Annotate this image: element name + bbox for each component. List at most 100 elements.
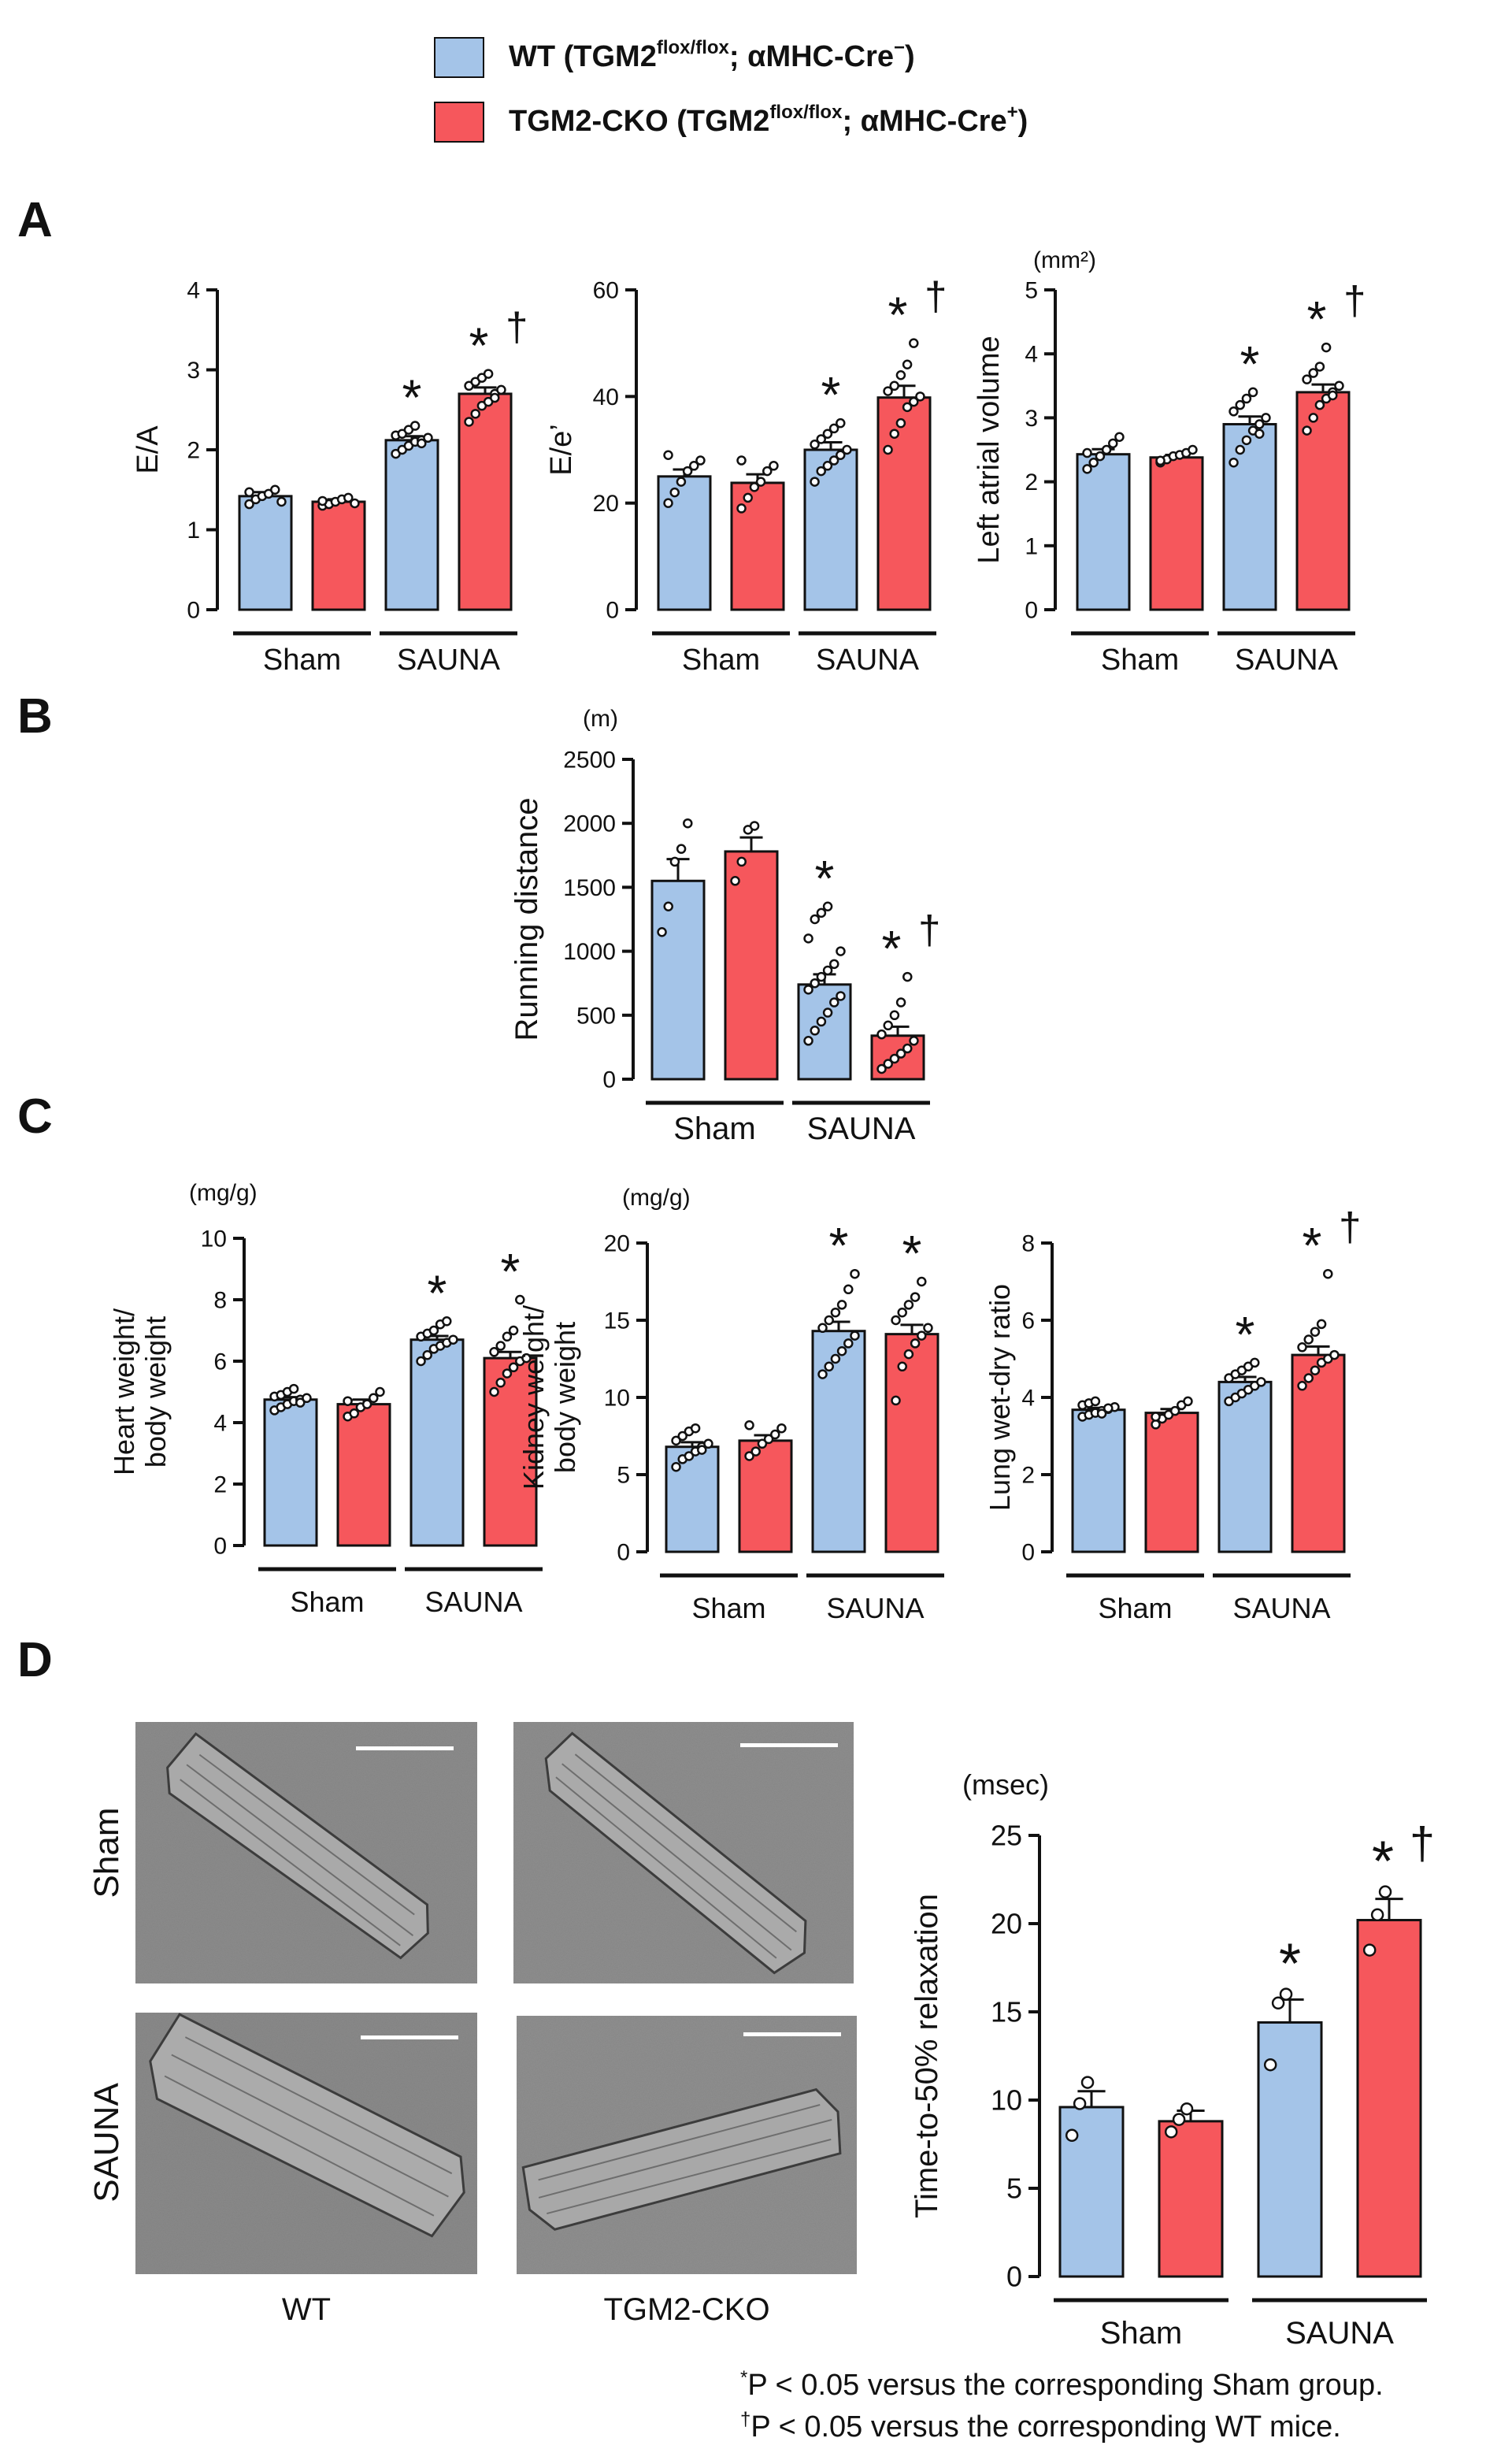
y-axis-label: body weight xyxy=(139,1316,172,1468)
y-axis-label: body weight xyxy=(549,1322,581,1473)
data-point xyxy=(276,496,287,507)
data-point xyxy=(903,1349,914,1360)
data-point xyxy=(910,1338,921,1349)
y-tick-label: 5 xyxy=(617,1463,630,1489)
data-point xyxy=(743,492,753,503)
data-point xyxy=(889,380,899,391)
cardiomyocyte-image xyxy=(166,1732,429,1960)
data-point xyxy=(891,1395,901,1406)
data-point xyxy=(843,1284,854,1295)
y-tick-label: 0 xyxy=(1021,1540,1035,1566)
y-tick-label: 60 xyxy=(593,278,619,304)
data-point xyxy=(897,1307,907,1318)
data-point xyxy=(816,466,826,477)
data-point xyxy=(684,1451,695,1461)
data-point xyxy=(302,1393,312,1404)
data-point xyxy=(1279,1987,1293,2001)
data-point xyxy=(663,901,673,912)
y-axis-label: Lung wet-dry ratio xyxy=(984,1284,1016,1511)
bar xyxy=(458,392,513,611)
data-point xyxy=(755,477,766,487)
panel-letter-d: D xyxy=(17,1633,53,1687)
y-axis-label: Left atrial volume xyxy=(973,336,1006,563)
data-point xyxy=(1378,1885,1392,1898)
data-point xyxy=(810,477,820,487)
legend: WT (TGM2flox/flox; αMHC-Cre−) TGM2-CKO (… xyxy=(434,37,1028,143)
data-point xyxy=(1101,444,1112,455)
data-point xyxy=(915,391,925,402)
data-point xyxy=(744,1451,754,1461)
data-point xyxy=(810,1026,820,1036)
bar xyxy=(384,439,439,611)
significance-star: * xyxy=(1240,336,1260,392)
group-label: SAUNA xyxy=(397,644,501,677)
significance-star: * xyxy=(1236,1306,1255,1363)
data-point xyxy=(883,1059,893,1069)
y-tick-label: 4 xyxy=(1021,1386,1035,1412)
data-point xyxy=(489,1347,499,1357)
data-point xyxy=(810,978,820,989)
legend-swatch-cko xyxy=(434,102,484,143)
y-tick-label: 15 xyxy=(991,1996,1022,2028)
panel-letter-b: B xyxy=(17,689,53,744)
footnotes: *P < 0.05 versus the corresponding Sham … xyxy=(740,2367,1384,2444)
bar xyxy=(263,1398,318,1547)
bar xyxy=(1295,391,1351,611)
y-axis-label: Kidney weight/ xyxy=(517,1305,550,1490)
legend-swatch-wt xyxy=(434,37,484,78)
data-point xyxy=(677,1431,687,1442)
data-point xyxy=(1308,413,1318,423)
data-point xyxy=(1247,387,1258,398)
significance-star: * xyxy=(402,369,422,426)
scale-bar xyxy=(743,2032,841,2036)
data-point xyxy=(317,495,328,507)
data-point xyxy=(442,1316,452,1327)
data-point xyxy=(891,1315,901,1326)
data-point xyxy=(676,844,687,854)
y-tick-label: 5 xyxy=(1025,278,1038,304)
data-point xyxy=(1096,1408,1107,1419)
micrograph-wt-sauna xyxy=(135,2013,477,2274)
data-point xyxy=(1151,1412,1161,1422)
data-point xyxy=(1323,1268,1333,1279)
y-tick-label: 3 xyxy=(187,358,200,384)
significance-dagger: † xyxy=(1339,1204,1361,1249)
data-point xyxy=(669,856,680,867)
y-axis-label: E/A xyxy=(132,425,165,474)
data-point xyxy=(770,1429,780,1440)
data-point xyxy=(1180,2102,1194,2116)
data-point xyxy=(295,1397,306,1408)
data-point xyxy=(830,1307,841,1318)
y-tick-label: 2500 xyxy=(563,748,616,774)
y-tick-label: 1 xyxy=(1025,533,1038,559)
significance-star: * xyxy=(428,1264,447,1321)
data-point xyxy=(842,444,852,455)
data-point xyxy=(369,1393,379,1404)
data-point xyxy=(448,1334,458,1345)
y-tick-label: 20 xyxy=(593,491,619,517)
y-tick-label: 2000 xyxy=(563,811,616,837)
bar xyxy=(1356,1919,1422,2278)
data-point xyxy=(829,959,839,970)
data-point xyxy=(695,455,706,466)
y-tick-label: 0 xyxy=(213,1534,227,1560)
data-point xyxy=(836,1300,847,1310)
data-point xyxy=(822,1007,833,1018)
significance-star: * xyxy=(829,1217,849,1274)
data-point xyxy=(671,1435,681,1446)
data-point xyxy=(836,991,846,1001)
data-point xyxy=(850,1268,860,1279)
data-point xyxy=(750,1446,761,1457)
data-point xyxy=(422,1349,432,1360)
y-tick-label: 20 xyxy=(991,1908,1022,1940)
group-label: Sham xyxy=(263,644,341,677)
bar xyxy=(1217,1380,1273,1553)
data-point xyxy=(895,417,906,429)
data-point xyxy=(697,1445,707,1455)
bar xyxy=(238,495,293,611)
data-point xyxy=(816,434,826,444)
data-point xyxy=(883,386,893,396)
data-point xyxy=(776,1423,787,1434)
chart-kidney-weight: 0 5 10 15 20 Kidney weight/body weight (mg/g) *… xyxy=(517,1185,944,1624)
data-point xyxy=(464,417,474,427)
